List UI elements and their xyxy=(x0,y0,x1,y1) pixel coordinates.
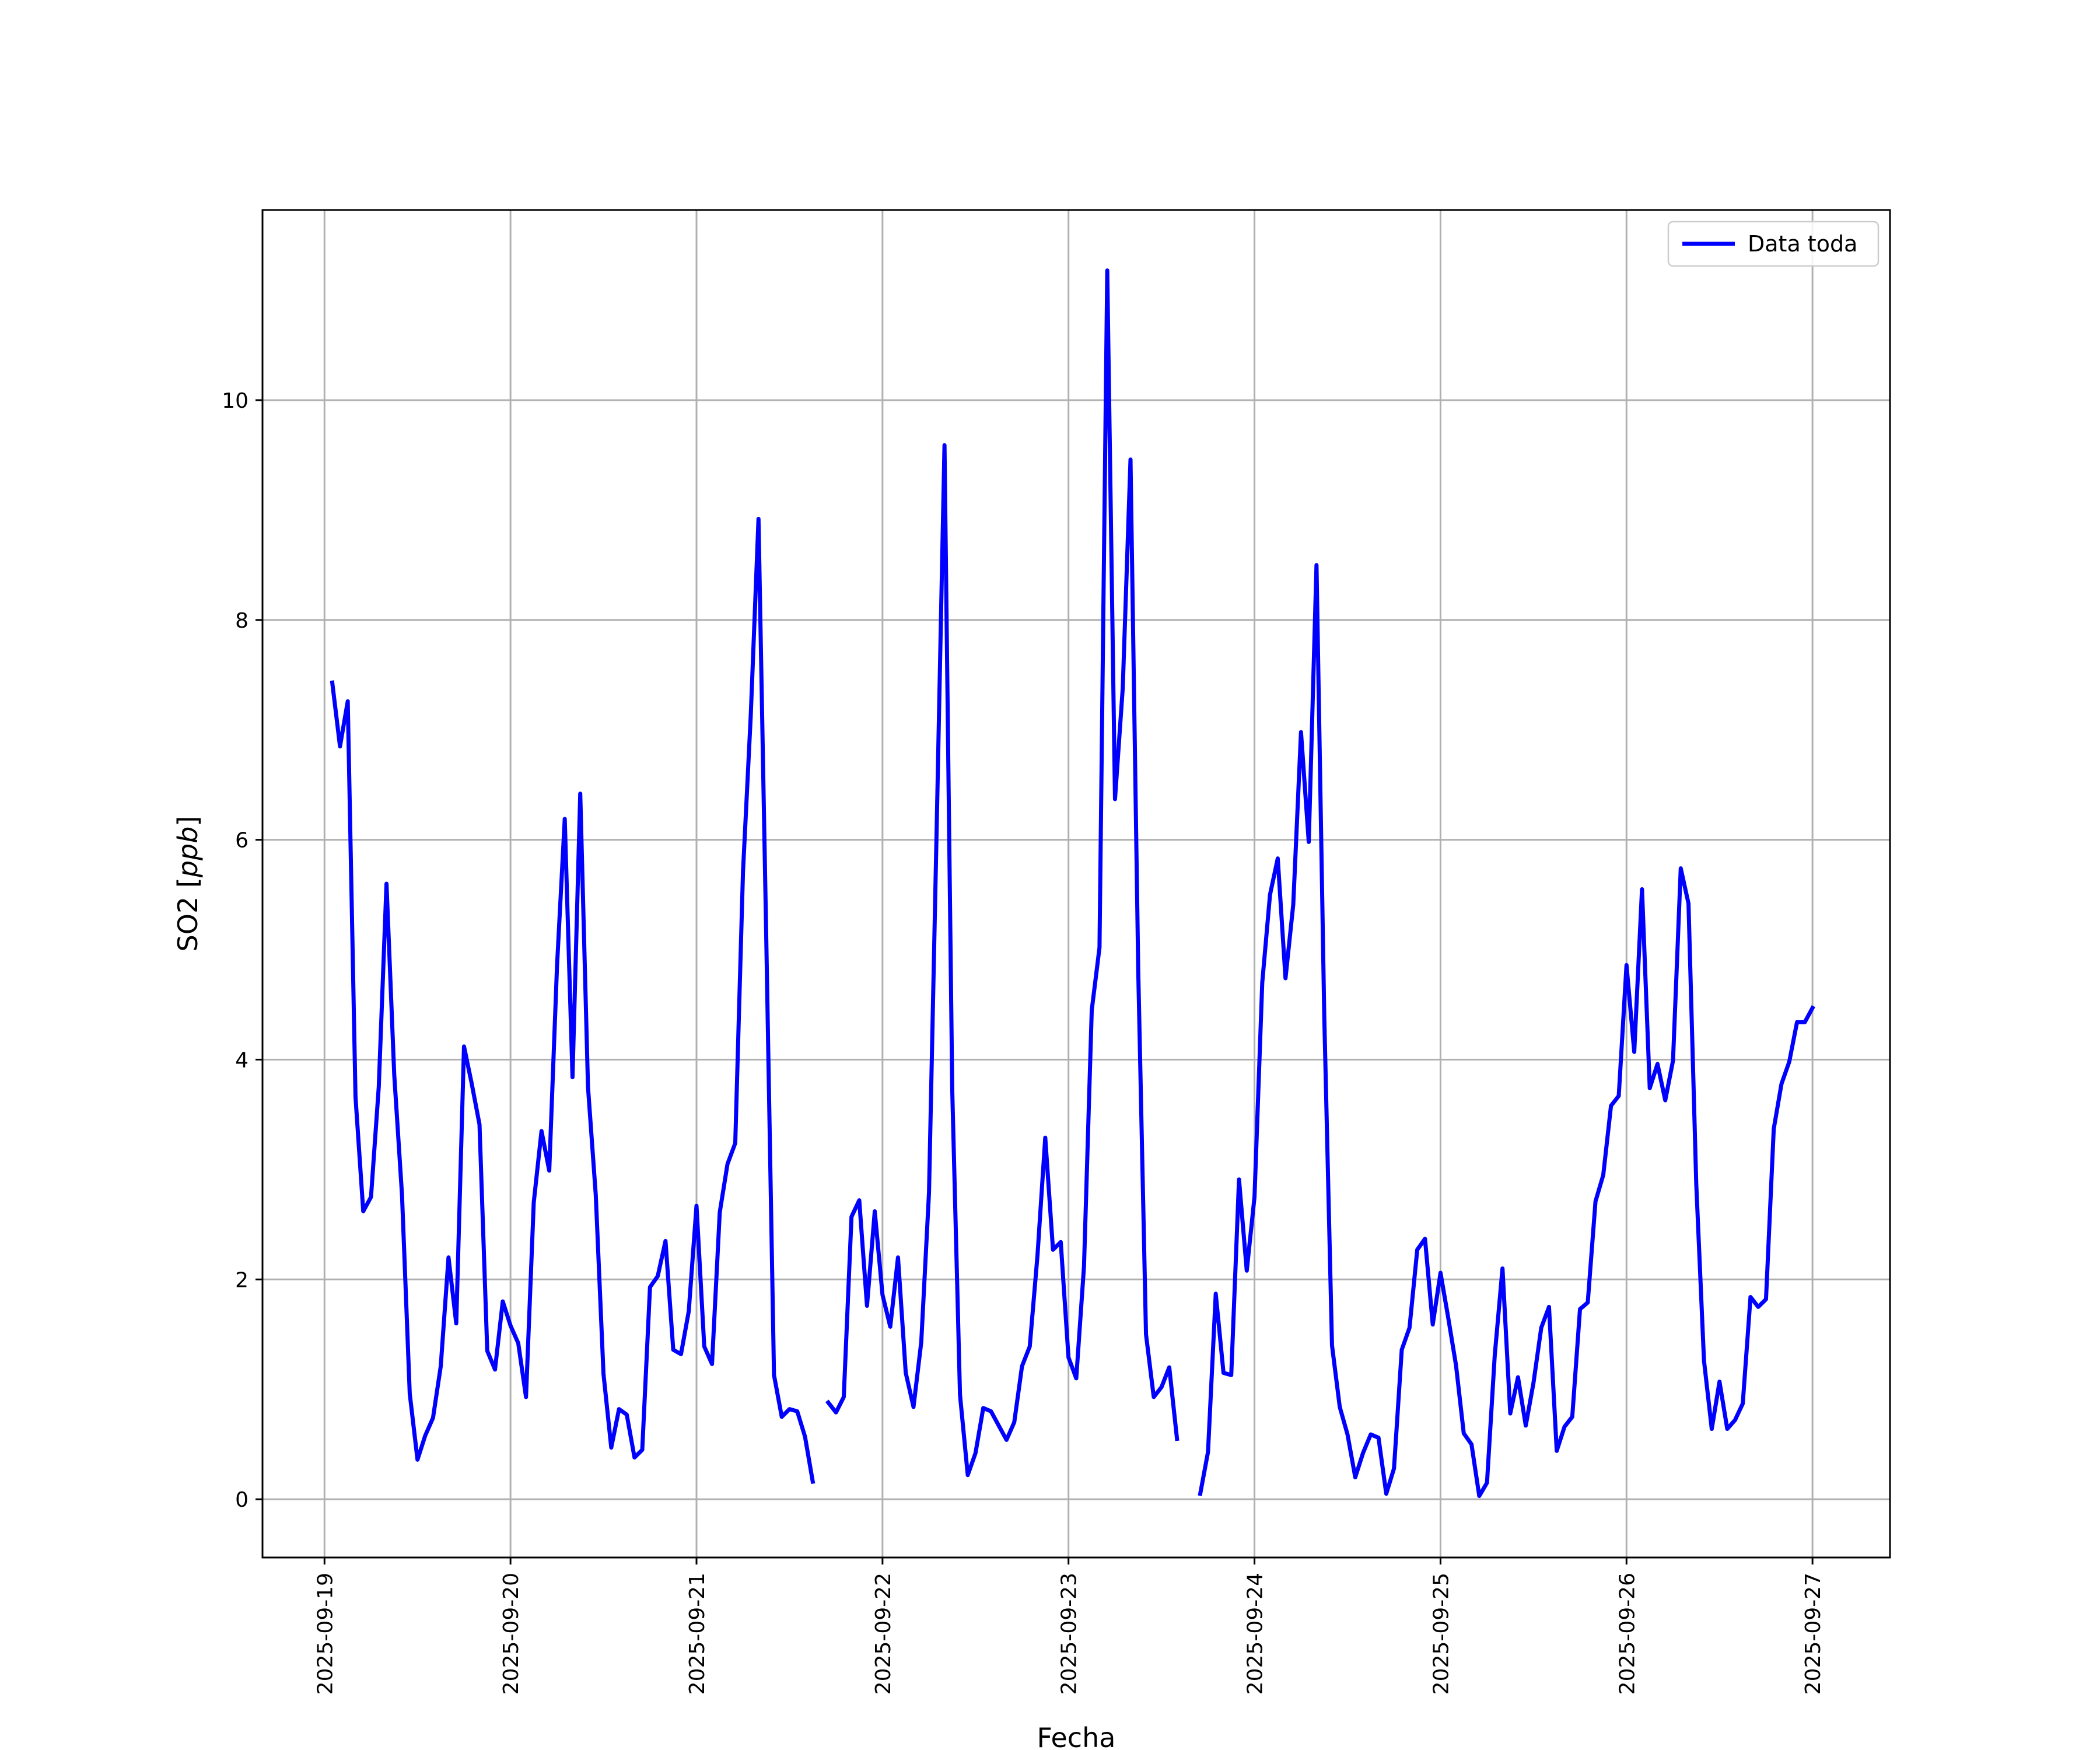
series-line xyxy=(1198,563,1815,1498)
legend: Data toda xyxy=(1667,220,1880,267)
plot-area xyxy=(262,210,1890,1558)
x-axis-label: Fecha xyxy=(1037,1722,1116,1750)
x-tick-label: 2025-09-24 xyxy=(1244,1573,1268,1695)
y-ticks: 0 2 4 6 8 10 xyxy=(222,389,262,1512)
y-tick-label: 6 xyxy=(235,829,249,853)
x-tick-label: 2025-09-19 xyxy=(313,1573,337,1695)
legend-label: Data toda xyxy=(1748,231,1857,257)
y-axis-label: SO2 [ppb] xyxy=(172,816,204,952)
y-tick-label: 0 xyxy=(235,1488,249,1512)
y-axis-label-close: ] xyxy=(172,816,204,827)
plot-frame xyxy=(261,209,1891,1559)
x-tick-label: 2025-09-23 xyxy=(1058,1573,1082,1695)
x-tick-label: 2025-09-20 xyxy=(499,1573,523,1695)
y-tick-label: 10 xyxy=(222,389,249,413)
series-layer xyxy=(330,268,1815,1498)
grid-lines xyxy=(262,210,1890,1558)
x-tick-label: 2025-09-27 xyxy=(1801,1573,1825,1695)
x-tick-label: 2025-09-22 xyxy=(872,1573,895,1695)
x-tick-label: 2025-09-26 xyxy=(1615,1573,1639,1695)
y-tick-label: 2 xyxy=(235,1268,249,1292)
x-ticks: 2025-09-19 2025-09-20 2025-09-21 2025-09-22… xyxy=(313,1558,1825,1695)
y-axis-label-plain: SO2 [ xyxy=(172,877,204,951)
y-tick-label: 8 xyxy=(235,609,249,633)
series-line xyxy=(825,268,1180,1478)
legend-box xyxy=(1667,220,1880,267)
y-tick-label: 4 xyxy=(235,1048,249,1072)
y-axis-label-unit: ppb xyxy=(172,827,204,878)
series-line xyxy=(330,516,816,1485)
x-tick-label: 2025-09-21 xyxy=(685,1573,709,1695)
x-tick-label: 2025-09-25 xyxy=(1429,1573,1453,1695)
